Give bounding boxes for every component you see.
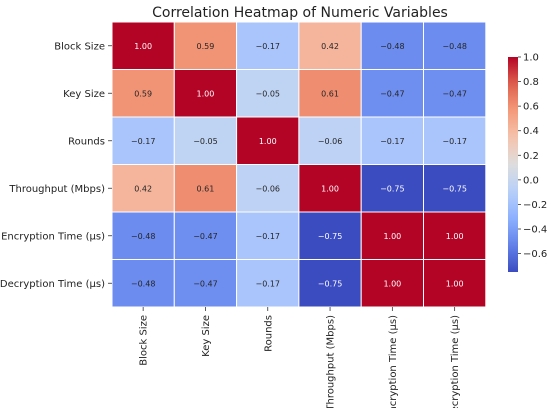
- row-tick-label: Throughput (Mbps): [8, 184, 105, 195]
- colorbar-tick-label: 0.6: [523, 102, 539, 113]
- heatmap-cell: [360, 116, 425, 165]
- heatmap-cell: [423, 259, 487, 308]
- row-tick-label: Rounds: [68, 136, 105, 147]
- cell-value-label: 1.00: [197, 89, 215, 98]
- heatmap-cells: 1.00 0.59 −0.17 0.42 −0.48 −0.48 0.59 1.00 −0.05…: [111, 21, 487, 308]
- row-tick-labels: Block Size Key Size Rounds Throughput (Mbps…: [0, 41, 112, 290]
- heatmap-cell: [298, 164, 362, 213]
- cell-value-label: 0.59: [134, 89, 152, 98]
- column-tick-label: Block Size: [139, 315, 150, 366]
- heatmap-cell: [236, 164, 300, 213]
- heatmap-cell: [111, 259, 175, 308]
- cell-value-label: −0.47: [193, 279, 218, 288]
- column-tick-labels: Block Size Key Size Rounds Throughput (Mbps…: [139, 307, 461, 412]
- row-tick-label: Encryption Time (µs): [1, 231, 105, 242]
- cell-value-label: 0.42: [321, 42, 339, 51]
- cell-value-label: −0.17: [255, 232, 280, 241]
- heatmap-cell: [423, 164, 487, 213]
- column-tick-label: Key Size: [201, 315, 212, 357]
- cell-value-label: 1.00: [383, 232, 401, 241]
- cell-value-label: 1.00: [383, 279, 401, 288]
- row-tick-label: Decryption Time (µs): [0, 279, 105, 290]
- heatmap-cell: [111, 211, 175, 260]
- column-tick-label: Rounds: [263, 315, 274, 352]
- row-tick-label: Block Size: [54, 41, 105, 52]
- heatmap-cell: [423, 116, 487, 165]
- colorbar: −0.6 −0.4 −0.2 0.0 0.2 0.4 0.6 0.8 1.0: [508, 53, 547, 272]
- heatmap-cell: [236, 21, 300, 70]
- cell-value-label: −0.47: [193, 232, 218, 241]
- cell-value-label: 0.59: [197, 42, 215, 51]
- heatmap-cell: [173, 21, 238, 70]
- cell-value-label: −0.48: [131, 232, 156, 241]
- cell-value-label: −0.47: [442, 89, 467, 98]
- cell-value-label: 0.42: [134, 184, 152, 193]
- colorbar-tick-label: 0.2: [523, 151, 539, 162]
- row-tick-label: Key Size: [63, 89, 105, 100]
- colorbar-tick-label: −0.4: [523, 225, 547, 236]
- cell-value-label: −0.17: [380, 137, 405, 146]
- colorbar-tick-label: −0.2: [523, 200, 547, 211]
- cell-value-label: −0.47: [380, 89, 405, 98]
- heatmap-cell: [111, 21, 175, 70]
- colorbar-tick-label: 0.0: [523, 175, 539, 186]
- cell-value-label: 0.61: [321, 89, 339, 98]
- colorbar-tick-label: 0.4: [523, 126, 539, 137]
- heatmap-cell: [236, 211, 300, 260]
- cell-value-label: −0.17: [442, 137, 467, 146]
- cell-value-label: −0.48: [131, 279, 156, 288]
- cell-value-label: −0.75: [318, 279, 343, 288]
- cell-value-label: −0.17: [255, 279, 280, 288]
- cell-value-label: −0.06: [318, 137, 343, 146]
- cell-value-label: −0.06: [255, 184, 280, 193]
- cell-value-label: −0.75: [442, 184, 467, 193]
- cell-value-label: −0.17: [131, 137, 156, 146]
- cell-value-label: −0.75: [380, 184, 405, 193]
- cell-value-label: 0.61: [197, 184, 215, 193]
- heatmap-cell: [298, 116, 362, 165]
- column-tick-label: Throughput (Mbps): [326, 315, 337, 408]
- cell-value-label: −0.48: [442, 42, 467, 51]
- cell-value-label: 1.00: [446, 279, 464, 288]
- heatmap-cell: [173, 69, 238, 118]
- cell-value-label: 1.00: [259, 137, 277, 146]
- cell-value-label: 1.00: [446, 232, 464, 241]
- cell-value-label: 1.00: [321, 184, 339, 193]
- heatmap-cell: [111, 164, 175, 213]
- heatmap-cell: [360, 211, 425, 260]
- heatmap-cell: [360, 164, 425, 213]
- heatmap-cell: [173, 164, 238, 213]
- cell-value-label: −0.48: [380, 42, 405, 51]
- heatmap-cell: [298, 211, 362, 260]
- colorbar-tick-label: −0.6: [523, 249, 547, 260]
- heatmap-cell: [298, 69, 362, 118]
- heatmap-cell: [173, 116, 238, 165]
- cell-value-label: −0.05: [193, 137, 218, 146]
- cell-value-label: −0.05: [255, 89, 280, 98]
- column-tick-label: Decryption Time (µs): [450, 315, 461, 408]
- colorbar-tick-label: 1.0: [523, 53, 539, 64]
- cell-value-label: 1.00: [134, 42, 152, 51]
- column-tick-label: Encryption Time (µs): [388, 315, 399, 408]
- heatmap-cell: [423, 211, 487, 260]
- colorbar-tick-label: 0.8: [523, 77, 539, 88]
- chart-title: Correlation Heatmap of Numeric Variables: [152, 5, 448, 21]
- cell-value-label: −0.75: [318, 232, 343, 241]
- colorbar-gradient: [508, 57, 518, 272]
- cell-value-label: −0.17: [255, 42, 280, 51]
- heatmap-cell: [423, 69, 487, 118]
- heatmap-cell: [423, 21, 487, 70]
